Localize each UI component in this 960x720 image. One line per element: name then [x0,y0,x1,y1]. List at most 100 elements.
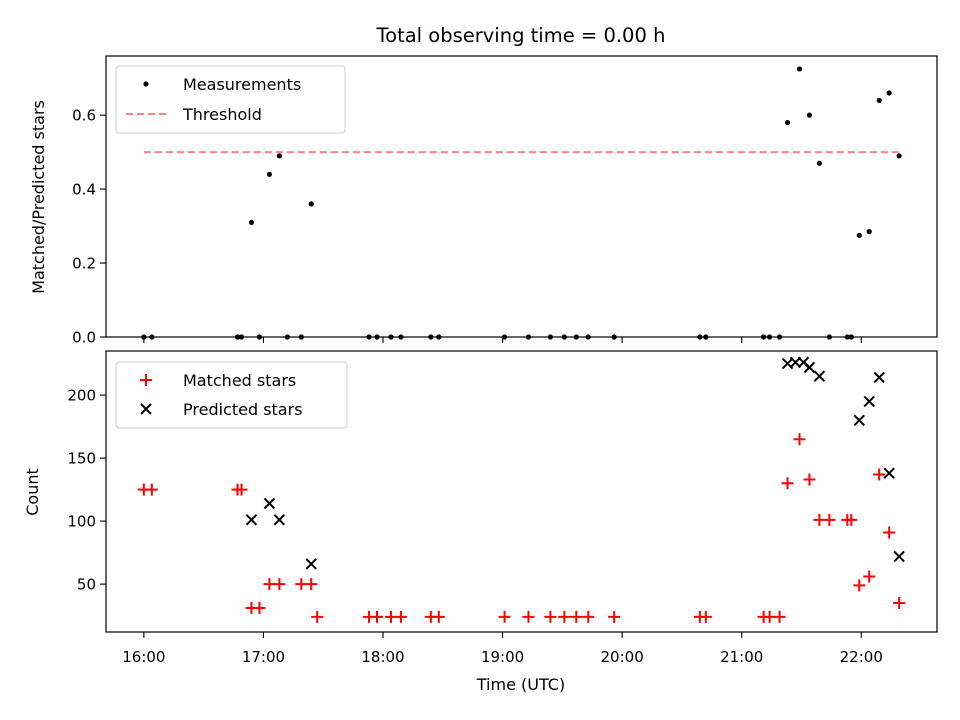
matched-stars-point [498,610,511,623]
measurements-point [238,334,245,340]
measurements-point [149,334,155,340]
measurements-point [866,229,872,235]
measurements-point [826,334,832,340]
matched-stars-point [570,610,583,623]
matched-stars-point [845,513,858,526]
measurements-point [844,334,850,340]
measurements-point [374,334,380,340]
measurements-point [561,334,567,340]
measurements-legend-label: Measurements [183,75,301,94]
counts-legend-box [115,361,348,429]
measurements-point [816,160,823,166]
predicted-stars-point [813,370,826,382]
measurements-point [876,97,882,103]
measurements-point [428,334,434,340]
counts-ytick-label: 50 [77,576,96,594]
measurements-point [266,171,273,177]
x-tick-label: 18:00 [361,648,404,666]
predicted-stars-point [803,361,816,374]
matched-stars-point [145,483,158,496]
ratio-panel-marks [141,66,902,340]
matched-stars-point [773,610,786,623]
counts-panel: 50 100 150 200 Count Matched stars Predicte… [23,350,938,638]
measurements-point [501,334,508,340]
matched-stars-point [793,433,806,446]
measurements-point [886,90,892,96]
matched-stars-legend-marker [140,374,152,386]
predicted-stars-point [305,558,317,570]
counts-panel-ylabel: Count [23,468,42,516]
matched-stars-point [522,610,535,623]
measurements-point [767,334,773,340]
measurements-point [234,334,241,340]
ratio-ytick-label: 0.2 [72,255,96,273]
ratio-panel-axes: 0.0 0.2 0.4 0.6 [72,107,862,347]
ratio-panel-ylabel: Matched/Predicted stars [29,100,48,294]
predicted-stars-point [883,467,895,479]
measurements-point [388,334,394,340]
x-axis-label: Time (UTC) [476,675,565,694]
measurements-point [298,334,304,340]
matched-stars-point [273,578,286,591]
measurements-point [398,334,404,340]
measurements-point [856,232,862,238]
measurements-point [806,112,813,118]
matched-stars-point [544,610,557,623]
x-tick-label: 19:00 [481,648,524,666]
measurements-point [366,334,372,340]
matched-stars-point [311,610,324,623]
predicted-stars-point [853,414,865,427]
measurements-point [141,334,147,340]
counts-ytick-label: 100 [67,513,96,531]
measurements-point [784,119,791,126]
matched-stars-point [394,610,407,623]
measurements-point [525,334,532,340]
measurements-point [611,334,617,340]
predicted-stars-legend-marker [140,403,152,415]
threshold-legend-label: Threshold [182,105,262,124]
ratio-ytick-label: 0.0 [72,329,96,347]
measurements-point [848,334,854,340]
matched-stars-point [371,610,384,623]
x-tick-label: 17:00 [242,648,285,666]
x-tick-label: 21:00 [720,648,763,666]
matched-stars-point [432,610,445,623]
matched-stars-point [582,610,595,623]
x-tick-label: 16:00 [122,648,165,666]
measurements-point [585,334,591,340]
matched-stars-point [558,610,571,623]
measurements-point [703,334,709,340]
predicted-stars-point [263,497,276,510]
measurements-point [436,334,442,340]
matched-stars-point [305,578,318,591]
ratio-legend-box [115,65,346,134]
x-tick-label: 20:00 [601,648,644,666]
ratio-ytick-label: 0.6 [72,107,96,125]
measurements-point [796,66,803,72]
ratio-panel: 0.0 0.2 0.4 0.6 Matched/Predicted stars Mea… [29,55,938,347]
matched-stars-point [893,597,906,610]
measurements-point [573,334,579,340]
matched-stars-point [863,570,876,583]
counts-panel-axes: 50 100 150 200 [67,387,862,638]
predicted-stars-legend-label: Predicted stars [183,400,303,419]
predicted-stars-point [863,395,875,408]
chart-title: Total observing time = 0.00 h [376,24,666,47]
x-axis: 16:00 17:00 18:00 19:00 20:00 21:00 22:00 [122,648,883,666]
measurements-point [547,334,553,340]
matched-stars-legend-label: Matched stars [183,371,296,390]
predicted-stars-point [273,514,286,526]
matched-stars-point [873,468,886,481]
matched-stars-point [608,610,621,623]
predicted-stars-point [245,514,258,526]
predicted-stars-point [893,550,905,563]
ratio-ytick-label: 0.4 [72,181,96,199]
counts-panel-legend: Matched stars Predicted stars [115,361,348,429]
counts-ytick-label: 200 [67,387,96,405]
matched-stars-point [781,477,794,490]
measurements-point [896,153,902,159]
measurements-point [308,201,314,207]
counts-ytick-label: 150 [67,450,96,468]
ratio-panel-legend: Measurements Threshold [115,65,346,134]
